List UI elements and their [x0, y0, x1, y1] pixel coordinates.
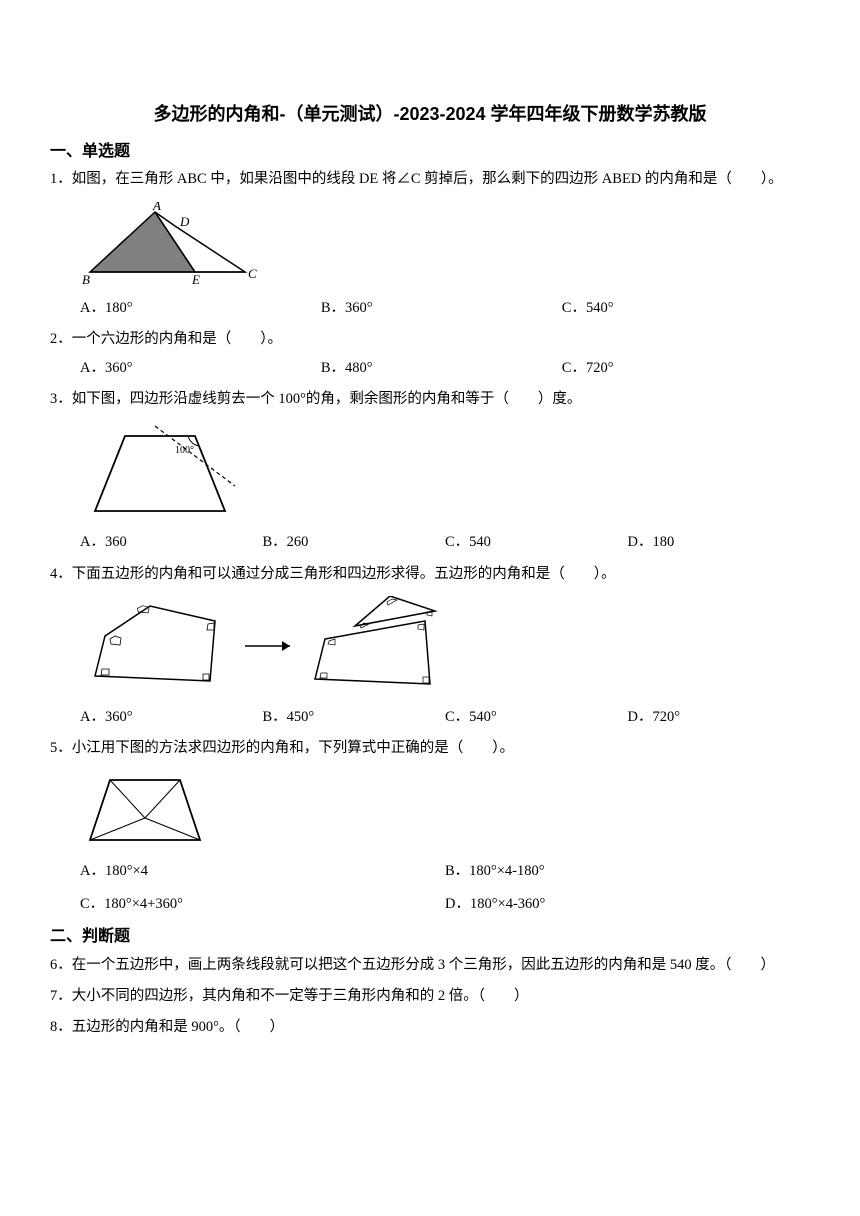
- q3-opt-b: B．260: [263, 531, 446, 554]
- q2-opt-a: A．360°: [80, 357, 321, 380]
- q5-opt-c: C．180°×4+360°: [80, 893, 445, 916]
- q5-opt-b: B．180°×4-180°: [445, 860, 810, 883]
- question-3: 3．如下图，四边形沿虚线剪去一个 100°的角，剩余图形的内角和等于（ ）度。 …: [50, 388, 810, 554]
- svg-text:E: E: [191, 272, 200, 287]
- q3-opt-c: C．540: [445, 531, 628, 554]
- svg-text:C: C: [248, 266, 257, 281]
- q2-opt-c: C．720°: [562, 357, 803, 380]
- q1-opt-b: B．360°: [321, 297, 562, 320]
- svg-text:A: A: [152, 202, 161, 213]
- q2-opt-b: B．480°: [321, 357, 562, 380]
- section-header-1: 一、单选题: [50, 139, 810, 165]
- q4-text: 4．下面五边形的内角和可以通过分成三角形和四边形求得。五边形的内角和是（ ）。: [50, 563, 810, 586]
- q6-text: 6．在一个五边形中，画上两条线段就可以把这个五边形分成 3 个三角形，因此五边形…: [50, 954, 810, 977]
- svg-text:B: B: [82, 272, 90, 287]
- q2-text: 2．一个六边形的内角和是（ ）。: [50, 328, 810, 351]
- question-1: 1．如图，在三角形 ABC 中，如果沿图中的线段 DE 将∠C 剪掉后，那么剩下…: [50, 168, 810, 319]
- q1-figure: A D B E C: [80, 202, 810, 287]
- section-header-2: 二、判断题: [50, 924, 810, 950]
- q5-opt-a: A．180°×4: [80, 860, 445, 883]
- q3-figure: 100°: [80, 421, 810, 521]
- q5-opt-d: D．180°×4-360°: [445, 893, 810, 916]
- page-title: 多边形的内角和-（单元测试）-2023-2024 学年四年级下册数学苏教版: [50, 100, 810, 129]
- q7-text: 7．大小不同的四边形，其内角和不一定等于三角形内角和的 2 倍。（ ）: [50, 985, 810, 1008]
- q1-options: A．180° B．360° C．540°: [80, 297, 810, 320]
- q3-opt-a: A．360: [80, 531, 263, 554]
- q4-opt-b: B．450°: [263, 706, 446, 729]
- question-8: 8．五边形的内角和是 900°。（ ）: [50, 1016, 810, 1039]
- q5-figure: [80, 770, 810, 850]
- question-7: 7．大小不同的四边形，其内角和不一定等于三角形内角和的 2 倍。（ ）: [50, 985, 810, 1008]
- q4-opt-d: D．720°: [628, 706, 811, 729]
- q3-options: A．360 B．260 C．540 D．180: [80, 531, 810, 554]
- q4-figure: [80, 596, 810, 696]
- q1-opt-c: C．540°: [562, 297, 803, 320]
- q1-text: 1．如图，在三角形 ABC 中，如果沿图中的线段 DE 将∠C 剪掉后，那么剩下…: [50, 168, 810, 191]
- question-2: 2．一个六边形的内角和是（ ）。 A．360° B．480° C．720°: [50, 328, 810, 380]
- q4-opt-a: A．360°: [80, 706, 263, 729]
- q4-options: A．360° B．450° C．540° D．720°: [80, 706, 810, 729]
- q5-text: 5．小江用下图的方法求四边形的内角和，下列算式中正确的是（ ）。: [50, 737, 810, 760]
- svg-text:D: D: [179, 214, 190, 229]
- question-5: 5．小江用下图的方法求四边形的内角和，下列算式中正确的是（ ）。 A．180°×…: [50, 737, 810, 917]
- q3-opt-d: D．180: [628, 531, 811, 554]
- question-4: 4．下面五边形的内角和可以通过分成三角形和四边形求得。五边形的内角和是（ ）。: [50, 563, 810, 729]
- q4-opt-c: C．540°: [445, 706, 628, 729]
- q1-opt-a: A．180°: [80, 297, 321, 320]
- q2-options: A．360° B．480° C．720°: [80, 357, 810, 380]
- q8-text: 8．五边形的内角和是 900°。（ ）: [50, 1016, 810, 1039]
- question-6: 6．在一个五边形中，画上两条线段就可以把这个五边形分成 3 个三角形，因此五边形…: [50, 954, 810, 977]
- q5-options: A．180°×4 B．180°×4-180° C．180°×4+360° D．1…: [80, 860, 810, 916]
- q3-text: 3．如下图，四边形沿虚线剪去一个 100°的角，剩余图形的内角和等于（ ）度。: [50, 388, 810, 411]
- svg-text:100°: 100°: [175, 445, 194, 456]
